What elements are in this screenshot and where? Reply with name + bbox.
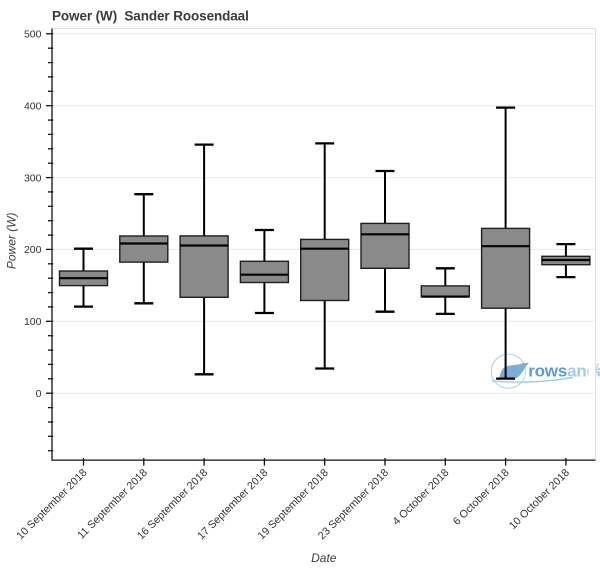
svg-text:300: 300 xyxy=(24,172,42,184)
svg-text:Power (W) Sander Roosendaal: Power (W) Sander Roosendaal xyxy=(52,9,249,24)
svg-text:200: 200 xyxy=(24,244,42,256)
svg-text:Power (W): Power (W) xyxy=(5,212,19,269)
svg-text:400: 400 xyxy=(24,101,42,113)
svg-text:500: 500 xyxy=(24,29,42,41)
svg-text:Date: Date xyxy=(311,551,337,565)
svg-text:100: 100 xyxy=(24,316,42,328)
svg-text:0: 0 xyxy=(36,388,42,400)
